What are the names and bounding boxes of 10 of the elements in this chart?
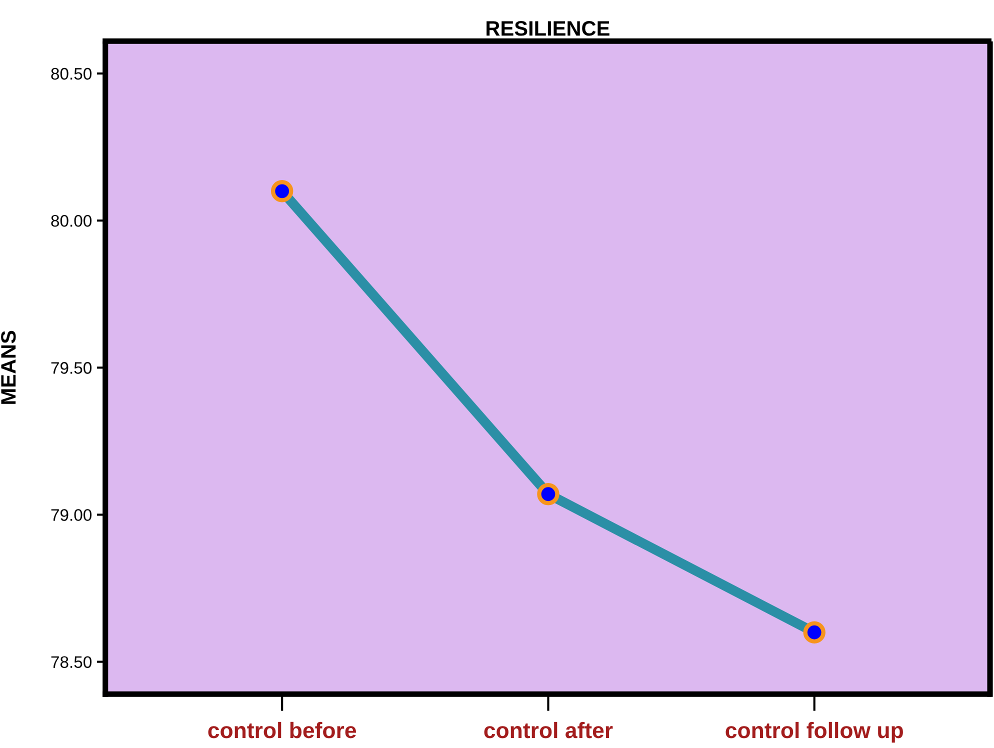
y-tick-label: 79.50 <box>51 362 92 374</box>
y-tick-label: 79.00 <box>51 509 92 521</box>
x-tick-label: control before <box>208 722 356 738</box>
y-tick-label: 80.50 <box>51 68 92 80</box>
y-tick-label: 80.00 <box>51 214 92 227</box>
y-tick-label: 78.50 <box>51 656 92 668</box>
x-tick-label: control after <box>484 722 613 738</box>
x-tick-label: control follow up <box>726 722 903 743</box>
chart-title: RESILIENCE <box>486 21 610 36</box>
y-axis-title: MEANS <box>1 330 16 404</box>
